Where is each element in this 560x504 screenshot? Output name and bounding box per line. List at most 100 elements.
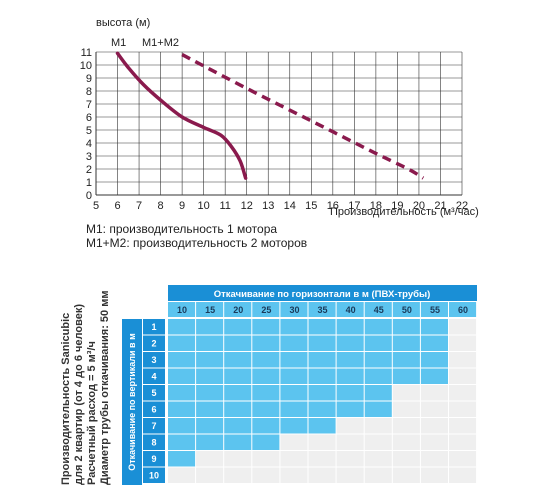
table-cell-filled — [168, 418, 196, 434]
table-cell-filled — [336, 319, 364, 335]
table-cell-empty — [392, 434, 420, 450]
column-header-cell — [449, 302, 477, 317]
table-cell-filled — [280, 368, 308, 384]
table-cell-filled — [364, 368, 392, 384]
table-cell-empty — [364, 451, 392, 467]
table-cell-filled — [392, 368, 420, 384]
row-header-label: 1 — [151, 322, 156, 332]
table-cell-filled — [336, 335, 364, 351]
table-cell-filled — [168, 401, 196, 417]
y-tick-label: 0 — [86, 190, 92, 202]
row-header-cell — [143, 385, 165, 401]
table-cell-empty — [364, 418, 392, 434]
table-cell-empty — [420, 418, 448, 434]
y-axis-label: высота (м) — [96, 17, 150, 29]
pump-curve-chart: 5 6 7 8 9 10 11 12 13 14 15 16 17 18 19 20 21 22012345678… — [80, 17, 479, 218]
x-tick-label: 17 — [348, 200, 360, 212]
table-cell-filled — [364, 401, 392, 417]
row-header-bar — [122, 319, 142, 485]
y-tick-label: 9 — [86, 73, 92, 85]
column-header-label: 60 — [458, 305, 468, 315]
legend-m1m2: M1+M2 — [142, 37, 179, 49]
x-tick-label: 14 — [284, 200, 296, 212]
table-cell-empty — [449, 319, 477, 335]
table-cell-filled — [364, 352, 392, 368]
row-header-label: 9 — [151, 454, 156, 464]
table-cell-filled — [168, 335, 196, 351]
column-header-cell — [392, 302, 420, 317]
y-tick-label: 8 — [86, 86, 92, 98]
x-tick-label: 11 — [219, 200, 230, 212]
table-cell-empty — [392, 467, 420, 483]
table-cell-filled — [280, 335, 308, 351]
table-cell-filled — [280, 319, 308, 335]
column-header-cell — [224, 302, 252, 317]
x-tick-label: 16 — [327, 200, 339, 212]
table-cell-filled — [392, 335, 420, 351]
table-cell-filled — [280, 352, 308, 368]
table-cell-filled — [308, 401, 336, 417]
table-cell-filled — [252, 434, 280, 450]
table-cell-filled — [224, 401, 252, 417]
table-cell-filled — [224, 319, 252, 335]
table-cell-empty — [308, 451, 336, 467]
table-cell-filled — [280, 418, 308, 434]
x-tick-label: 13 — [262, 200, 274, 212]
table-cell-empty — [449, 352, 477, 368]
column-header-cell — [336, 302, 364, 317]
column-header-label: 10 — [177, 305, 187, 315]
table-cell-empty — [196, 451, 224, 467]
table-cell-filled — [364, 335, 392, 351]
table-cell-empty — [252, 451, 280, 467]
table-title: Откачивание по горизонтали в м (ПВХ-труб… — [214, 289, 431, 300]
column-header-cell — [308, 302, 336, 317]
table-cell-filled — [252, 319, 280, 335]
table-cell-filled — [252, 385, 280, 401]
x-tick-label: 18 — [370, 200, 382, 212]
column-header-cell — [364, 302, 392, 317]
column-header-label: 55 — [430, 305, 440, 315]
note-m1m2: M1+M2: производительность 2 моторов — [86, 236, 308, 250]
table-cell-filled — [196, 335, 224, 351]
table-cell-filled — [308, 385, 336, 401]
table-cell-filled — [196, 368, 224, 384]
table-cell-filled — [308, 319, 336, 335]
table-cell-empty — [280, 451, 308, 467]
table-cell-empty — [420, 451, 448, 467]
x-tick-label: 19 — [391, 200, 403, 212]
table-cell-empty — [224, 451, 252, 467]
x-tick-label: 20 — [413, 200, 425, 212]
column-header-label: 50 — [402, 305, 412, 315]
row-header-cell — [143, 434, 165, 450]
y-tick-label: 6 — [86, 112, 92, 124]
row-header-cell — [143, 368, 165, 384]
table-cell-empty — [449, 385, 477, 401]
table-cell-filled — [224, 434, 252, 450]
table-cell-empty — [168, 467, 196, 483]
row-header-cell — [143, 467, 165, 483]
chart-grid — [95, 51, 463, 196]
table-cell-empty — [392, 451, 420, 467]
row-header-label: 8 — [151, 438, 156, 448]
row-header-label: 3 — [151, 355, 156, 365]
table-cell-filled — [196, 319, 224, 335]
table-cell-filled — [420, 319, 448, 335]
x-tick-label: 12 — [241, 200, 253, 212]
table-cell-filled — [252, 335, 280, 351]
row-header-label: 10 — [149, 471, 159, 481]
table-cell-filled — [336, 385, 364, 401]
row-header-title: Откачивание по вертикали в м — [127, 333, 137, 471]
table-cell-filled — [336, 368, 364, 384]
table-cell-filled — [336, 352, 364, 368]
column-header-cell — [168, 302, 196, 317]
row-header-cell — [143, 335, 165, 351]
table-cell-empty — [252, 467, 280, 483]
column-header-label: 15 — [205, 305, 215, 315]
table-cell-empty — [196, 467, 224, 483]
table-cell-filled — [420, 352, 448, 368]
table-cell-filled — [196, 385, 224, 401]
y-tick-label: 5 — [86, 125, 92, 137]
x-tick-label: 7 — [136, 200, 142, 212]
table-cell-filled — [280, 401, 308, 417]
table-cell-filled — [196, 401, 224, 417]
